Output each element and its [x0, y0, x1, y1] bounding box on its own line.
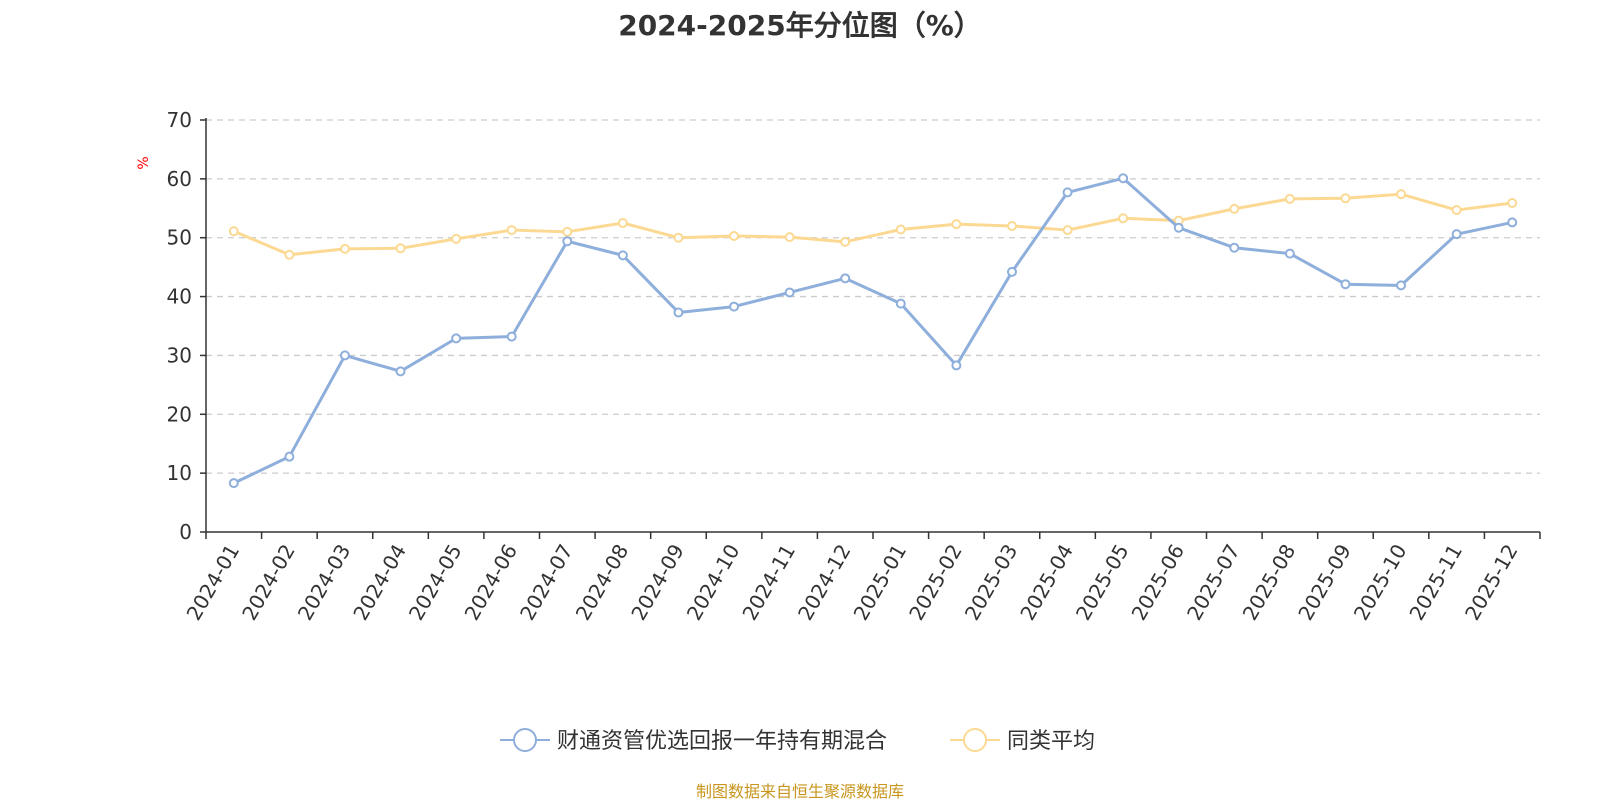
chart-title: 2024-2025年分位图（%）: [618, 9, 982, 42]
data-point: [1451, 229, 1462, 240]
x-tick-label: 2025-11: [1404, 540, 1467, 624]
data-point: [1006, 266, 1017, 277]
data-point: [784, 232, 795, 243]
legend-circle-icon: [963, 728, 987, 752]
series-1: [228, 189, 1518, 260]
data-point: [395, 243, 406, 254]
x-tick-label: 2024-05: [404, 540, 467, 624]
data-point: [673, 232, 684, 243]
y-tick-label: 70: [167, 108, 192, 132]
x-tick-label: 2025-06: [1127, 540, 1190, 624]
axes: 010203040506070%2024-012024-022024-03202…: [136, 108, 1541, 624]
y-tick-label: 30: [167, 343, 192, 367]
x-tick-label: 2025-05: [1071, 540, 1134, 624]
data-point: [673, 307, 684, 318]
data-point: [951, 360, 962, 371]
x-tick-label: 2025-04: [1015, 540, 1078, 624]
data-point: [1340, 193, 1351, 204]
grid-lines: [206, 119, 1540, 474]
x-tick-label: 2025-03: [960, 540, 1023, 624]
data-point: [284, 249, 295, 260]
x-tick-label: 2024-11: [737, 540, 800, 624]
y-tick-label: 60: [167, 167, 192, 191]
data-point: [339, 243, 350, 254]
x-tick-label: 2024-12: [793, 540, 856, 624]
data-point: [1451, 205, 1462, 216]
series-lines: [228, 173, 1518, 489]
data-point: [506, 331, 517, 342]
x-tick-label: 2025-10: [1349, 540, 1412, 624]
data-point: [1340, 279, 1351, 290]
data-point: [1507, 217, 1518, 228]
x-tick-label: 2024-02: [237, 540, 300, 624]
data-point: [1284, 248, 1295, 259]
data-point: [228, 226, 239, 237]
x-tick-label: 2024-06: [460, 540, 523, 624]
data-point: [562, 236, 573, 247]
y-tick-label: 40: [167, 285, 192, 309]
data-point: [562, 226, 573, 237]
data-point: [895, 224, 906, 235]
series-0: [228, 173, 1518, 489]
x-tick-label: 2024-10: [682, 540, 745, 624]
y-tick-label: 10: [167, 461, 192, 485]
data-point: [617, 218, 628, 228]
data-point: [339, 350, 350, 361]
x-tick-label: 2024-08: [571, 540, 634, 624]
data-point: [1118, 213, 1129, 224]
legend[interactable]: 财通资管优选回报一年持有期混合 同类平均: [500, 728, 1095, 754]
x-tick-label: 2025-07: [1182, 540, 1245, 624]
y-tick-label: 50: [167, 226, 192, 250]
x-tick-label: 2024-09: [626, 540, 689, 624]
legend-item-0[interactable]: 财通资管优选回报一年持有期混合: [500, 728, 887, 754]
x-tick-label: 2024-03: [293, 540, 356, 624]
series-line: [233, 192, 1513, 257]
data-point: [1396, 280, 1407, 291]
data-point: [1006, 220, 1017, 231]
data-point: [1229, 242, 1240, 253]
data-point: [729, 230, 740, 241]
x-tick-label: 2025-09: [1293, 540, 1356, 624]
data-point: [1284, 193, 1295, 204]
x-tick-label: 2025-02: [904, 540, 967, 624]
x-tick-label: 2025-08: [1238, 540, 1301, 624]
legend-label: 财通资管优选回报一年持有期混合: [557, 729, 887, 754]
data-point: [840, 273, 851, 284]
data-point: [1396, 189, 1407, 200]
data-point: [451, 233, 462, 244]
y-tick-label: 0: [179, 520, 192, 544]
data-point: [729, 301, 740, 312]
y-tick-label: 20: [167, 402, 192, 426]
data-point: [951, 219, 962, 230]
data-point: [784, 287, 795, 298]
data-point: [617, 250, 628, 261]
y-axis-unit: %: [136, 156, 152, 169]
legend-circle-icon: [513, 728, 537, 752]
x-tick-label: 2024-01: [182, 540, 245, 624]
source-note: 制图数据来自恒生聚源数据库: [695, 782, 904, 801]
legend-label: 同类平均: [1007, 729, 1095, 754]
x-tick-label: 2025-12: [1460, 540, 1523, 624]
data-point: [395, 366, 406, 377]
data-point: [1507, 197, 1518, 208]
data-point: [1118, 173, 1129, 184]
data-point: [1229, 203, 1240, 214]
data-point: [1173, 222, 1184, 233]
data-point: [895, 298, 906, 309]
data-point: [1062, 225, 1073, 236]
x-tick-label: 2025-01: [849, 540, 912, 624]
data-point: [451, 333, 462, 344]
data-point: [284, 451, 295, 462]
x-tick-label: 2024-07: [515, 540, 578, 624]
series-line: [233, 176, 1513, 485]
data-point: [840, 236, 851, 247]
data-point: [506, 225, 517, 236]
x-tick-label: 2024-04: [348, 540, 411, 624]
data-point: [1062, 187, 1073, 198]
legend-item-1[interactable]: 同类平均: [950, 728, 1095, 754]
data-point: [228, 478, 239, 489]
